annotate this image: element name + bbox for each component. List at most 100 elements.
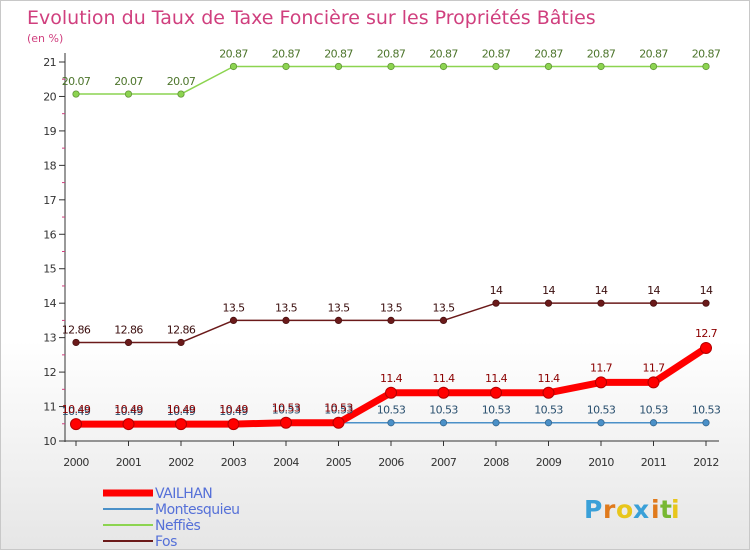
x-tick-label: 2011 — [641, 456, 667, 469]
data-point-vailhan — [385, 386, 397, 399]
x-tick-label: 2006 — [378, 456, 404, 469]
data-label-neffi-s: 20.07 — [114, 75, 143, 88]
data-point-fos — [702, 299, 710, 307]
data-label-fos: 14 — [647, 284, 660, 297]
data-label-neffi-s: 20.87 — [482, 47, 511, 60]
legend-label: Fos — [155, 534, 177, 549]
data-point-fos — [544, 299, 553, 307]
data-label-fos: 12.86 — [114, 323, 143, 336]
data-label-vailhan: 10.53 — [324, 402, 353, 415]
data-point-fos — [72, 338, 80, 347]
data-point-fos — [124, 338, 133, 347]
data-label-vailhan: 11.4 — [537, 372, 560, 385]
data-point-vailhan — [280, 416, 292, 429]
data-label-vailhan: 10.49 — [62, 403, 91, 416]
legend-label: Neffiès — [155, 518, 200, 534]
data-point-vailhan — [227, 418, 240, 431]
x-tick-label: 2000 — [63, 456, 89, 469]
data-point-vailhan — [175, 418, 187, 431]
data-label-neffi-s: 20.87 — [324, 47, 353, 60]
y-tick-label: 15 — [43, 263, 56, 276]
chart-title: Evolution du Taux de Taxe Foncière sur l… — [27, 7, 596, 29]
x-tick-label: 2002 — [168, 456, 194, 469]
data-point-neffi-s — [72, 90, 80, 98]
data-point-vailhan — [437, 386, 450, 399]
data-point-neffi-s — [649, 62, 658, 71]
data-label-fos: 14 — [595, 284, 608, 297]
data-point-fos — [649, 299, 658, 307]
data-label-montesquieu: 10.53 — [377, 404, 406, 417]
data-point-montesquieu — [544, 419, 553, 427]
data-label-neffi-s: 20.87 — [587, 47, 616, 60]
data-point-vailhan — [332, 416, 345, 429]
data-point-fos — [439, 316, 448, 325]
data-point-neffi-s — [702, 62, 710, 71]
data-label-neffi-s: 20.87 — [534, 47, 563, 60]
y-tick-label: 18 — [43, 159, 56, 172]
data-label-neffi-s: 20.87 — [219, 47, 248, 60]
data-label-montesquieu: 10.49 — [219, 405, 248, 418]
y-tick-label: 16 — [43, 228, 56, 241]
data-point-vailhan — [647, 376, 660, 389]
y-tick-label: 19 — [43, 125, 56, 138]
y-tick-label: 14 — [43, 297, 56, 310]
y-tick-label: 21 — [43, 56, 56, 69]
data-label-montesquieu: 10.53 — [534, 404, 563, 417]
y-tick-label: 13 — [43, 332, 56, 345]
x-tick-label: 2012 — [693, 456, 719, 469]
data-point-neffi-s — [177, 90, 185, 98]
data-label-fos: 12.86 — [62, 323, 91, 336]
data-point-montesquieu — [649, 419, 658, 427]
data-label-fos: 13.5 — [380, 301, 403, 314]
data-label-fos: 14 — [490, 284, 503, 297]
data-label-vailhan: 10.49 — [114, 403, 143, 416]
data-point-neffi-s — [597, 62, 605, 71]
logo-letter: o — [616, 495, 633, 524]
data-label-vailhan: 10.53 — [272, 402, 301, 415]
x-tick-label: 2010 — [588, 456, 614, 469]
logo-letter: i — [651, 495, 660, 524]
x-tick-label: 2001 — [116, 456, 142, 469]
logo-letter: r — [603, 495, 616, 524]
y-tick-label: 20 — [43, 90, 56, 103]
data-point-vailhan — [122, 418, 135, 431]
data-point-fos — [282, 316, 290, 325]
data-point-fos — [387, 316, 395, 325]
data-point-vailhan — [70, 418, 82, 431]
data-label-montesquieu: 10.53 — [429, 404, 458, 417]
data-label-neffi-s: 20.07 — [167, 75, 196, 88]
data-label-montesquieu: 10.53 — [587, 404, 616, 417]
data-label-montesquieu: 10.49 — [167, 405, 196, 418]
data-label-vailhan: 11.4 — [432, 372, 455, 385]
data-point-fos — [334, 316, 343, 325]
data-label-fos: 14 — [542, 284, 555, 297]
data-label-vailhan: 10.49 — [167, 403, 196, 416]
data-point-vailhan — [595, 376, 607, 389]
data-point-neffi-s — [387, 62, 395, 71]
data-label-vailhan: 11.7 — [590, 361, 613, 374]
data-point-montesquieu — [439, 419, 448, 427]
data-point-montesquieu — [492, 419, 500, 427]
data-point-fos — [597, 299, 605, 307]
data-label-montesquieu: 10.53 — [482, 404, 511, 417]
logo-letter: i — [671, 495, 680, 524]
data-label-neffi-s: 20.87 — [692, 47, 721, 60]
data-point-vailhan — [490, 386, 502, 399]
x-tick-label: 2005 — [326, 456, 352, 469]
data-point-neffi-s — [282, 62, 290, 71]
data-label-neffi-s: 20.87 — [639, 47, 668, 60]
legend-label: VAILHAN — [155, 486, 212, 502]
data-label-montesquieu: 10.53 — [272, 404, 301, 417]
data-point-neffi-s — [229, 62, 238, 71]
y-tick-label: 10 — [43, 435, 56, 448]
logo-letter: P — [584, 495, 602, 524]
data-label-neffi-s: 20.87 — [429, 47, 458, 60]
x-tick-label: 2007 — [431, 456, 457, 469]
logo-letter: x — [633, 495, 649, 524]
data-label-vailhan: 11.7 — [642, 361, 665, 374]
data-point-neffi-s — [544, 62, 553, 71]
data-point-montesquieu — [597, 419, 605, 427]
data-point-montesquieu — [387, 419, 395, 427]
